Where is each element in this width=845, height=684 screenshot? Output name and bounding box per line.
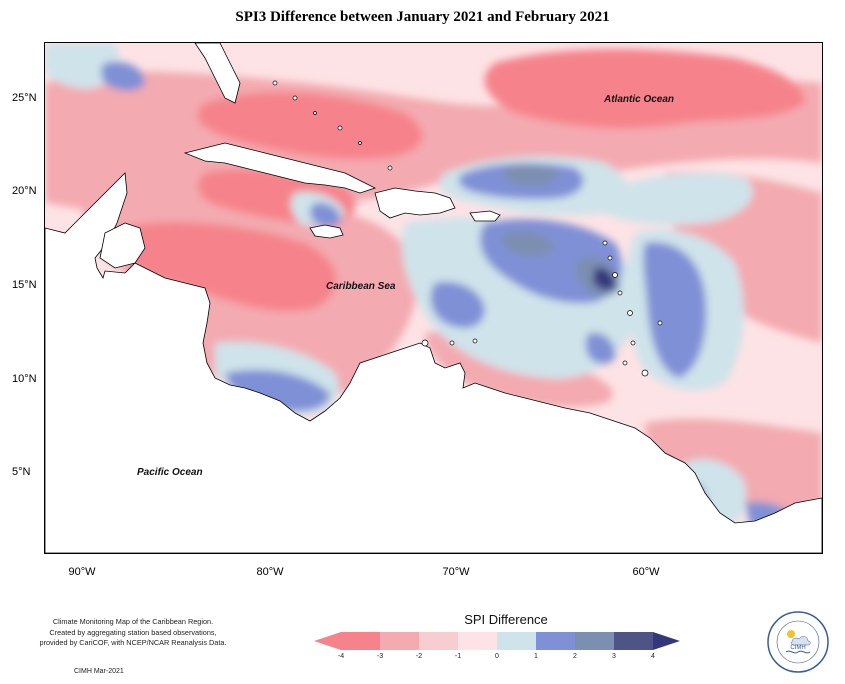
atlantic-ocean-label: Atlantic Ocean [604, 94, 675, 105]
wave-icon [785, 650, 811, 654]
logo-text: CIMH [790, 645, 805, 651]
legend-swatch [419, 632, 458, 650]
legend-swatch [653, 632, 680, 650]
credit-date: CIMH Mar-2021 [74, 668, 124, 675]
caribbean-sea-label: Caribbean Sea [326, 281, 396, 292]
cloud-icon [790, 636, 811, 646]
legend-tick: 1 [534, 653, 538, 660]
legend-tick: -3 [376, 653, 384, 660]
lat-tick: 15°N [12, 279, 37, 291]
pacific-ocean-label: Pacific Ocean [137, 467, 203, 478]
legend-tick: -1 [454, 653, 462, 660]
legend-swatch [380, 632, 419, 650]
legend-tick: 3 [612, 653, 616, 660]
credits-block: Climate Monitoring Map of the Caribbean … [18, 617, 248, 649]
map-area[interactable] [44, 42, 823, 554]
lon-tick: 80°W [256, 566, 284, 578]
color-legend-bar [314, 632, 680, 650]
lat-tick: 10°N [12, 373, 37, 385]
legend-tick: 2 [573, 653, 577, 660]
legend-swatch [614, 632, 653, 650]
legend-tick: 0 [495, 653, 499, 660]
legend-swatch [575, 632, 614, 650]
credit-line: provided by CariCOF, with NCEP/NCAR Rean… [39, 638, 227, 647]
cimh-logo: CIMH [767, 611, 829, 673]
lat-tick: 25°N [12, 92, 37, 104]
lon-tick: 70°W [442, 566, 470, 578]
legend-tick: 4 [651, 653, 655, 660]
lon-tick: 90°W [68, 566, 96, 578]
spi-difference-map [45, 43, 822, 553]
sun-icon [787, 630, 795, 638]
lat-tick: 20°N [12, 185, 37, 197]
legend-swatch [314, 632, 341, 650]
credit-line: Climate Monitoring Map of the Caribbean … [52, 617, 214, 626]
lon-tick: 60°W [632, 566, 660, 578]
legend-tick: -2 [415, 653, 423, 660]
credit-line: Created by aggregating station based obs… [49, 627, 217, 637]
legend-swatch [536, 632, 575, 650]
legend-tick: -4 [337, 653, 345, 660]
legend-swatch [497, 632, 536, 650]
legend-swatch [458, 632, 497, 650]
lat-tick: 5°N [12, 466, 31, 478]
map-title: SPI3 Difference between January 2021 and… [235, 9, 610, 25]
legend-swatch [341, 632, 380, 650]
legend-title: SPI Difference [464, 612, 548, 627]
